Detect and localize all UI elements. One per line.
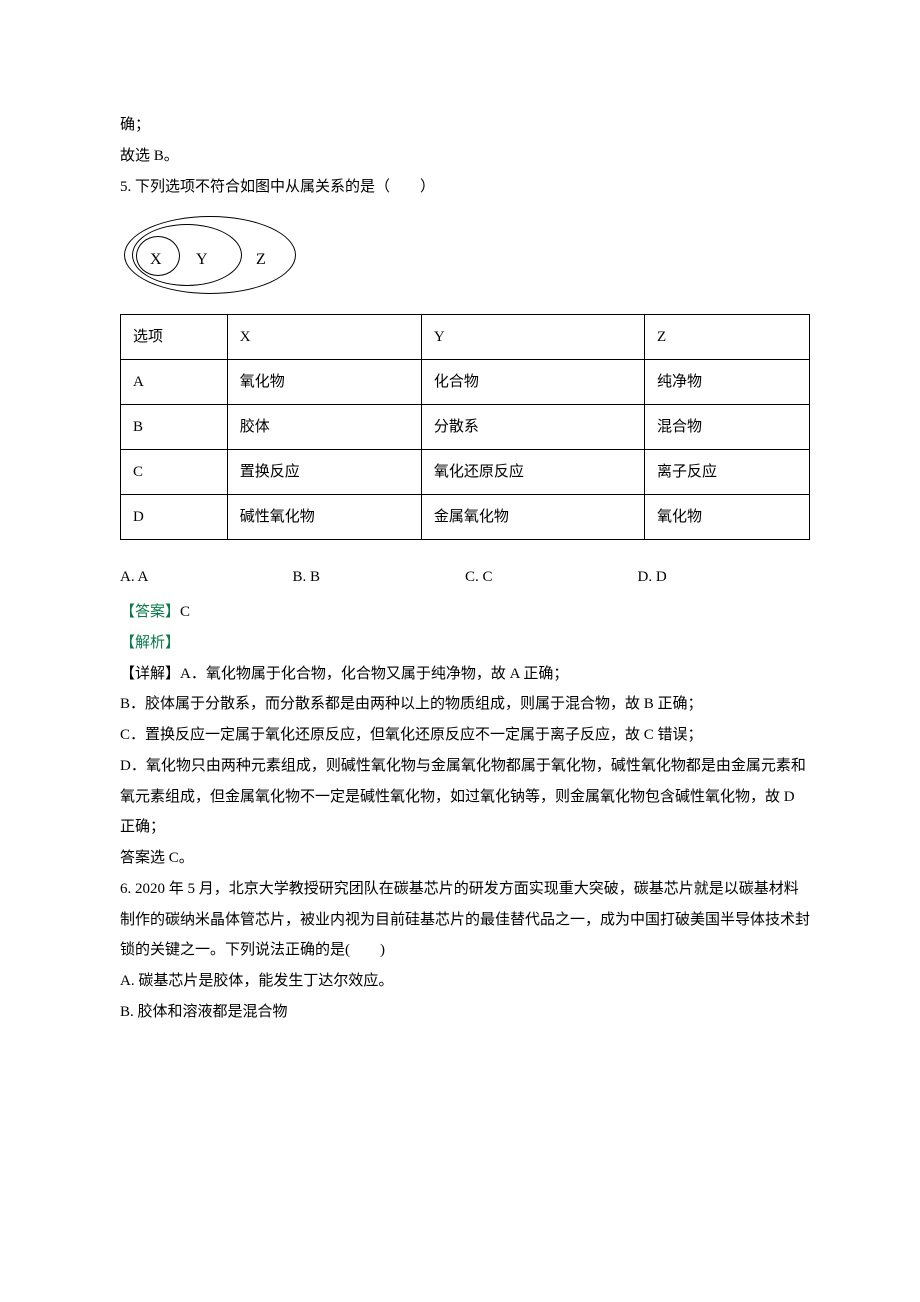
answer-value: C <box>180 604 190 620</box>
table-cell: 混合物 <box>645 405 810 450</box>
table-cell: 金属氧化物 <box>421 495 644 540</box>
table-cell: B <box>121 405 228 450</box>
table-header-cell: Y <box>421 315 644 360</box>
q5-detail-a: 【详解】A．氧化物属于化合物，化合物又属于纯净物，故 A 正确； <box>120 659 810 690</box>
table-header-cell: Z <box>645 315 810 360</box>
q5-choices: A. A B. B C. C D. D <box>120 562 810 593</box>
page-container: 确； 故选 B。 5. 下列选项不符合如图中从属关系的是（ ） X Y Z 选项… <box>0 0 920 1302</box>
q5-analysis-label: 【解析】 <box>120 628 810 659</box>
prev-line-1: 确； <box>120 110 810 141</box>
table-header-row: 选项 X Y Z <box>121 315 810 360</box>
table-cell: 碱性氧化物 <box>227 495 421 540</box>
table-cell: A <box>121 360 228 405</box>
choice-b: B. B <box>293 562 466 593</box>
table-header-cell: X <box>227 315 421 360</box>
table-cell: D <box>121 495 228 540</box>
venn-label-x: X <box>150 244 162 277</box>
choice-a: A. A <box>120 562 293 593</box>
table-cell: 置换反应 <box>227 450 421 495</box>
venn-label-y: Y <box>196 244 208 277</box>
table-cell: 离子反应 <box>645 450 810 495</box>
q5-stem: 5. 下列选项不符合如图中从属关系的是（ ） <box>120 172 810 203</box>
prev-line-2: 故选 B。 <box>120 141 810 172</box>
table-row: B 胶体 分散系 混合物 <box>121 405 810 450</box>
choice-d: D. D <box>638 562 811 593</box>
table-cell: 胶体 <box>227 405 421 450</box>
table-row: A 氧化物 化合物 纯净物 <box>121 360 810 405</box>
table-cell: C <box>121 450 228 495</box>
q5-answer-line: 【答案】C <box>120 597 810 628</box>
q5-detail-d: D．氧化物只由两种元素组成，则碱性氧化物与金属氧化物都属于氧化物，碱性氧化物都是… <box>120 751 810 843</box>
table-cell: 氧化物 <box>645 495 810 540</box>
q5-detail-conclusion: 答案选 C。 <box>120 843 810 874</box>
q5-detail-b: B．胶体属于分散系，而分散系都是由两种以上的物质组成，则属于混合物，故 B 正确… <box>120 689 810 720</box>
table-row: D 碱性氧化物 金属氧化物 氧化物 <box>121 495 810 540</box>
answer-label: 【答案】 <box>120 604 180 620</box>
choice-c: C. C <box>465 562 638 593</box>
table-cell: 分散系 <box>421 405 644 450</box>
q6-option-a: A. 碳基芯片是胶体，能发生丁达尔效应。 <box>120 966 810 997</box>
q5-options-table: 选项 X Y Z A 氧化物 化合物 纯净物 B 胶体 分散系 混合物 C 置换… <box>120 314 810 540</box>
q6-option-b: B. 胶体和溶液都是混合物 <box>120 997 810 1028</box>
table-header-cell: 选项 <box>121 315 228 360</box>
table-cell: 化合物 <box>421 360 644 405</box>
venn-label-z: Z <box>256 244 266 277</box>
table-cell: 氧化物 <box>227 360 421 405</box>
venn-diagram: X Y Z <box>124 210 304 300</box>
table-row: C 置换反应 氧化还原反应 离子反应 <box>121 450 810 495</box>
analysis-label: 【解析】 <box>120 635 180 651</box>
table-cell: 氧化还原反应 <box>421 450 644 495</box>
table-cell: 纯净物 <box>645 360 810 405</box>
q6-stem: 6. 2020 年 5 月，北京大学教授研究团队在碳基芯片的研发方面实现重大突破… <box>120 874 810 966</box>
q5-detail-c: C．置换反应一定属于氧化还原反应，但氧化还原反应不一定属于离子反应，故 C 错误… <box>120 720 810 751</box>
